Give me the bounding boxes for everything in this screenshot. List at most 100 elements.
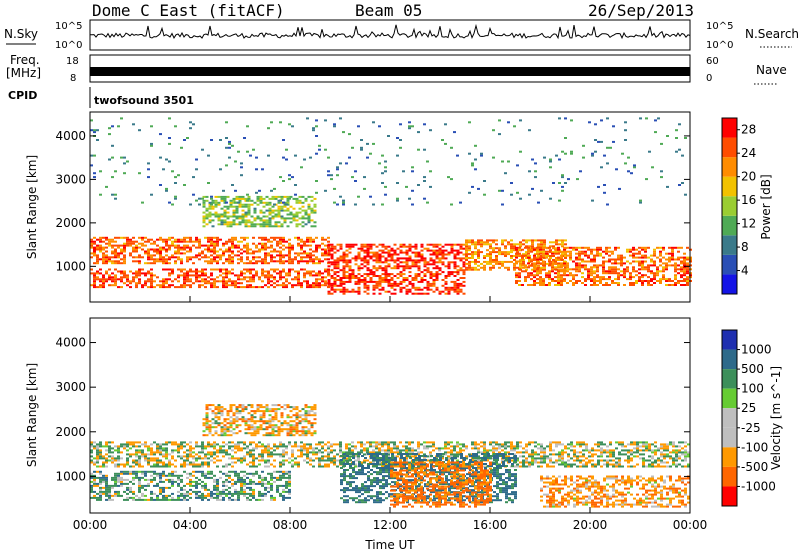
echo-cell [417, 131, 420, 134]
echo-cell [114, 236, 117, 239]
echo-cell [363, 286, 367, 289]
echo-cell [474, 158, 477, 161]
echo-cell [226, 215, 230, 218]
echo-cell [141, 453, 144, 456]
echo-cell [584, 252, 587, 255]
echo-cell [375, 267, 379, 270]
echo-cell [237, 449, 240, 452]
echo-cell [228, 278, 231, 281]
echo-cell [339, 288, 343, 291]
echo-cell [378, 261, 382, 264]
echo-cell [216, 250, 219, 253]
echo-cell [228, 280, 231, 283]
echo-cell [120, 117, 123, 120]
echo-cell [555, 453, 558, 456]
echo-cell [680, 266, 683, 269]
echo-cell [683, 264, 686, 267]
echo-cell [381, 279, 385, 281]
echo-cell [315, 135, 318, 137]
echo-cell [387, 275, 391, 277]
echo-cell [507, 243, 510, 246]
echo-cell [282, 262, 285, 265]
echo-cell [105, 488, 108, 491]
echo-cell [268, 225, 272, 228]
echo-cell [606, 162, 609, 165]
echo-cell [123, 254, 126, 257]
echo-cell [288, 250, 291, 253]
echo-cell [462, 261, 466, 264]
echo-cell [96, 459, 99, 462]
echo-cell [111, 461, 114, 464]
echo-cell [108, 278, 111, 281]
echo-cell [372, 449, 375, 452]
echo-cell [309, 443, 312, 446]
echo-cell [120, 258, 123, 261]
echo-cell [229, 205, 233, 208]
echo-cell [525, 257, 528, 259]
echo-cell [375, 441, 378, 444]
echo-cell [312, 451, 315, 454]
echo-cell [542, 246, 545, 249]
echo-cell [99, 268, 102, 271]
echo-cell [534, 162, 537, 165]
echo-cell [462, 443, 465, 446]
echo-cell [528, 455, 531, 458]
echo-cell [282, 236, 285, 239]
echo-cell [599, 254, 602, 257]
power-colorbar-tick-label: 20 [741, 170, 756, 184]
echo-cell [600, 459, 603, 462]
echo-cell [250, 203, 254, 206]
echo-cell [552, 453, 555, 456]
echo-cell [273, 260, 276, 263]
echo-cell [642, 441, 645, 444]
echo-cell [387, 441, 390, 444]
echo-cell [237, 201, 240, 204]
echo-cell [298, 223, 302, 226]
echo-cell [671, 264, 674, 267]
echo-cell [262, 205, 266, 208]
echo-cell [226, 205, 230, 208]
echo-cell [228, 262, 231, 265]
echo-cell [666, 447, 669, 450]
echo-cell [318, 282, 321, 285]
echo-cell [90, 455, 93, 458]
echo-cell [423, 180, 426, 182]
echo-cell [219, 280, 222, 283]
echo-cell [240, 441, 243, 444]
echo-cell [99, 496, 102, 499]
nave-label: Nave [756, 63, 787, 77]
echo-cell [174, 449, 177, 452]
echo-cell [396, 447, 399, 450]
echo-cell [516, 251, 519, 254]
echo-cell [551, 278, 554, 281]
echo-cell [519, 150, 522, 153]
echo-cell [596, 248, 599, 251]
echo-cell [117, 244, 120, 247]
echo-cell [312, 459, 315, 462]
echo-cell [243, 459, 246, 462]
echo-cell [432, 251, 436, 254]
echo-cell [217, 215, 221, 218]
echo-cell [235, 223, 239, 226]
echo-cell [372, 203, 375, 206]
echo-cell [456, 271, 460, 274]
echo-cell [402, 251, 406, 254]
echo-cell [354, 180, 357, 182]
echo-cell [486, 255, 489, 257]
echo-cell [102, 276, 105, 279]
echo-cell [288, 238, 291, 241]
echo-cell [90, 461, 93, 464]
echo-cell [213, 451, 216, 454]
echo-cell [605, 282, 608, 284]
echo-cell [213, 280, 216, 283]
echo-cell [426, 447, 429, 450]
echo-cell [564, 447, 567, 450]
echo-cell [220, 197, 224, 200]
echo-cell [321, 457, 324, 460]
echo-cell [585, 445, 588, 448]
echo-cell [423, 269, 427, 272]
echo-cell [411, 263, 415, 266]
echo-cell [465, 243, 468, 246]
echo-cell [593, 278, 596, 281]
echo-cell [555, 259, 558, 261]
